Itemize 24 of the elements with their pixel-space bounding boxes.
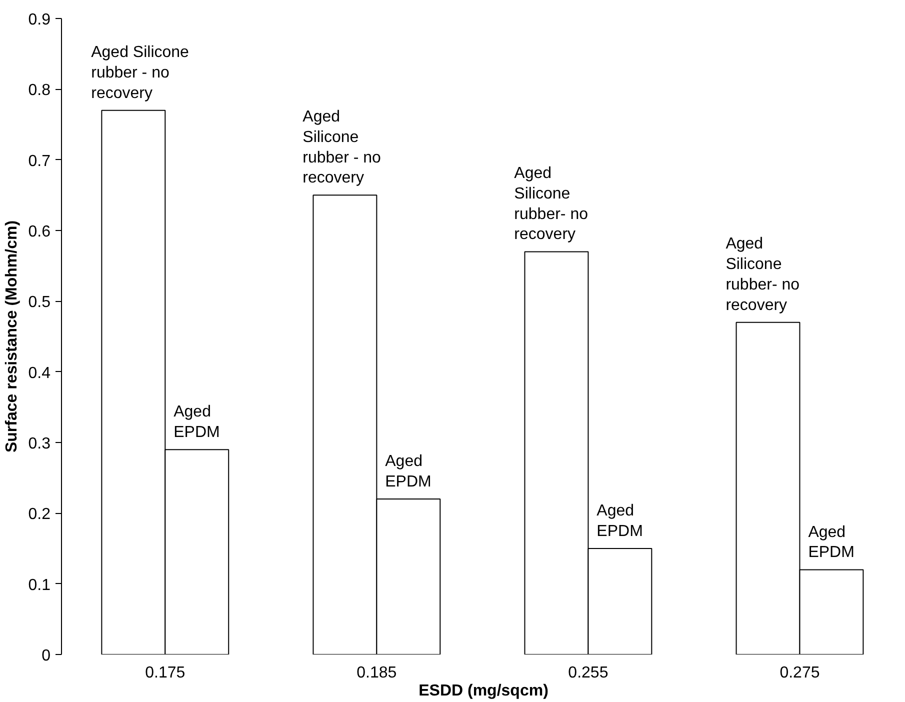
annotation: Aged Silicone rubber- no recovery	[514, 165, 588, 244]
x-tick-label: 0.175	[145, 664, 186, 682]
annotation: Aged EPDM	[174, 404, 220, 442]
annotation: Aged EPDM	[808, 524, 854, 562]
annotation: Aged Silicone rubber - no recovery	[91, 44, 190, 102]
y-tick-label: 0.7	[28, 152, 51, 170]
y-tick-label: 0.8	[28, 82, 51, 100]
y-tick-label: 0.6	[28, 224, 51, 240]
x-axis-title: ESDD (mg/sqcm)	[418, 682, 548, 700]
y-tick-label: 0.4	[28, 364, 51, 382]
annotation: Aged EPDM	[385, 453, 432, 491]
annotation: Aged EPDM	[596, 502, 643, 540]
y-tick-label: 0.3	[28, 436, 51, 452]
y-tick-label: 0.9	[28, 12, 51, 28]
y-tick-label: 0.2	[28, 506, 51, 524]
annotation: Aged Silicone rubber - no recovery	[302, 108, 382, 187]
y-tick-label: 0.1	[28, 576, 51, 594]
annotation: Aged Silicone rubber- no recovery	[726, 236, 800, 314]
y-tick-label: 0.5	[28, 294, 51, 312]
y-axis-title: Surface resistance (Mohm/cm)	[3, 220, 20, 453]
y-tick-label: 0	[42, 648, 51, 664]
x-tick-label: 0.275	[780, 664, 820, 682]
x-tick-label: 0.255	[568, 664, 608, 682]
x-tick-label: 0.185	[356, 664, 397, 682]
